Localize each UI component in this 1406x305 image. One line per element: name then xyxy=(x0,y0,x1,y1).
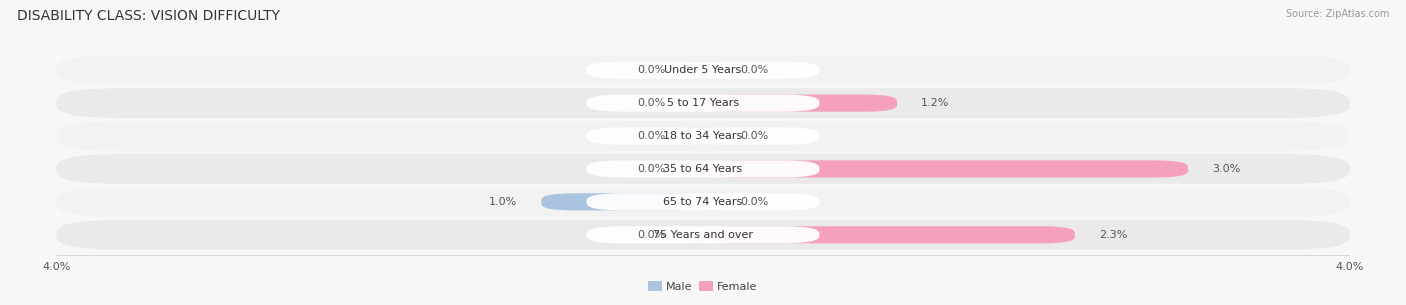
FancyBboxPatch shape xyxy=(56,187,1350,217)
Text: 0.0%: 0.0% xyxy=(740,131,769,141)
FancyBboxPatch shape xyxy=(703,95,897,112)
FancyBboxPatch shape xyxy=(683,160,710,178)
FancyBboxPatch shape xyxy=(696,62,723,79)
Text: 0.0%: 0.0% xyxy=(637,131,666,141)
FancyBboxPatch shape xyxy=(56,154,1350,184)
FancyBboxPatch shape xyxy=(56,121,1350,151)
FancyBboxPatch shape xyxy=(703,226,1074,243)
FancyBboxPatch shape xyxy=(683,62,710,79)
Text: Under 5 Years: Under 5 Years xyxy=(665,65,741,75)
Text: 18 to 34 Years: 18 to 34 Years xyxy=(664,131,742,141)
Text: 0.0%: 0.0% xyxy=(637,65,666,75)
FancyBboxPatch shape xyxy=(541,193,703,210)
FancyBboxPatch shape xyxy=(56,88,1350,118)
FancyBboxPatch shape xyxy=(56,56,1350,85)
FancyBboxPatch shape xyxy=(56,220,1350,249)
FancyBboxPatch shape xyxy=(586,95,820,112)
Text: 0.0%: 0.0% xyxy=(740,65,769,75)
Text: 5 to 17 Years: 5 to 17 Years xyxy=(666,98,740,108)
FancyBboxPatch shape xyxy=(586,226,820,243)
Text: 2.3%: 2.3% xyxy=(1099,230,1128,240)
Text: 3.0%: 3.0% xyxy=(1212,164,1240,174)
Text: 75 Years and over: 75 Years and over xyxy=(652,230,754,240)
Text: 1.2%: 1.2% xyxy=(921,98,949,108)
FancyBboxPatch shape xyxy=(683,226,710,243)
Text: DISABILITY CLASS: VISION DIFFICULTY: DISABILITY CLASS: VISION DIFFICULTY xyxy=(17,9,280,23)
FancyBboxPatch shape xyxy=(703,160,1188,178)
FancyBboxPatch shape xyxy=(696,127,723,145)
Text: 0.0%: 0.0% xyxy=(637,164,666,174)
Text: Source: ZipAtlas.com: Source: ZipAtlas.com xyxy=(1285,9,1389,19)
FancyBboxPatch shape xyxy=(683,95,710,112)
FancyBboxPatch shape xyxy=(586,160,820,178)
FancyBboxPatch shape xyxy=(586,127,820,145)
Text: 0.0%: 0.0% xyxy=(637,98,666,108)
Text: 65 to 74 Years: 65 to 74 Years xyxy=(664,197,742,207)
FancyBboxPatch shape xyxy=(696,193,723,210)
FancyBboxPatch shape xyxy=(586,193,820,210)
FancyBboxPatch shape xyxy=(586,62,820,79)
Text: 0.0%: 0.0% xyxy=(740,197,769,207)
Text: 35 to 64 Years: 35 to 64 Years xyxy=(664,164,742,174)
Text: 0.0%: 0.0% xyxy=(637,230,666,240)
Text: 1.0%: 1.0% xyxy=(489,197,517,207)
FancyBboxPatch shape xyxy=(683,127,710,145)
Legend: Male, Female: Male, Female xyxy=(644,277,762,296)
